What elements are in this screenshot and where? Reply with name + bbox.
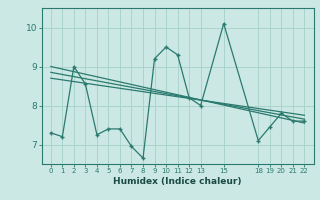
X-axis label: Humidex (Indice chaleur): Humidex (Indice chaleur) — [113, 177, 242, 186]
